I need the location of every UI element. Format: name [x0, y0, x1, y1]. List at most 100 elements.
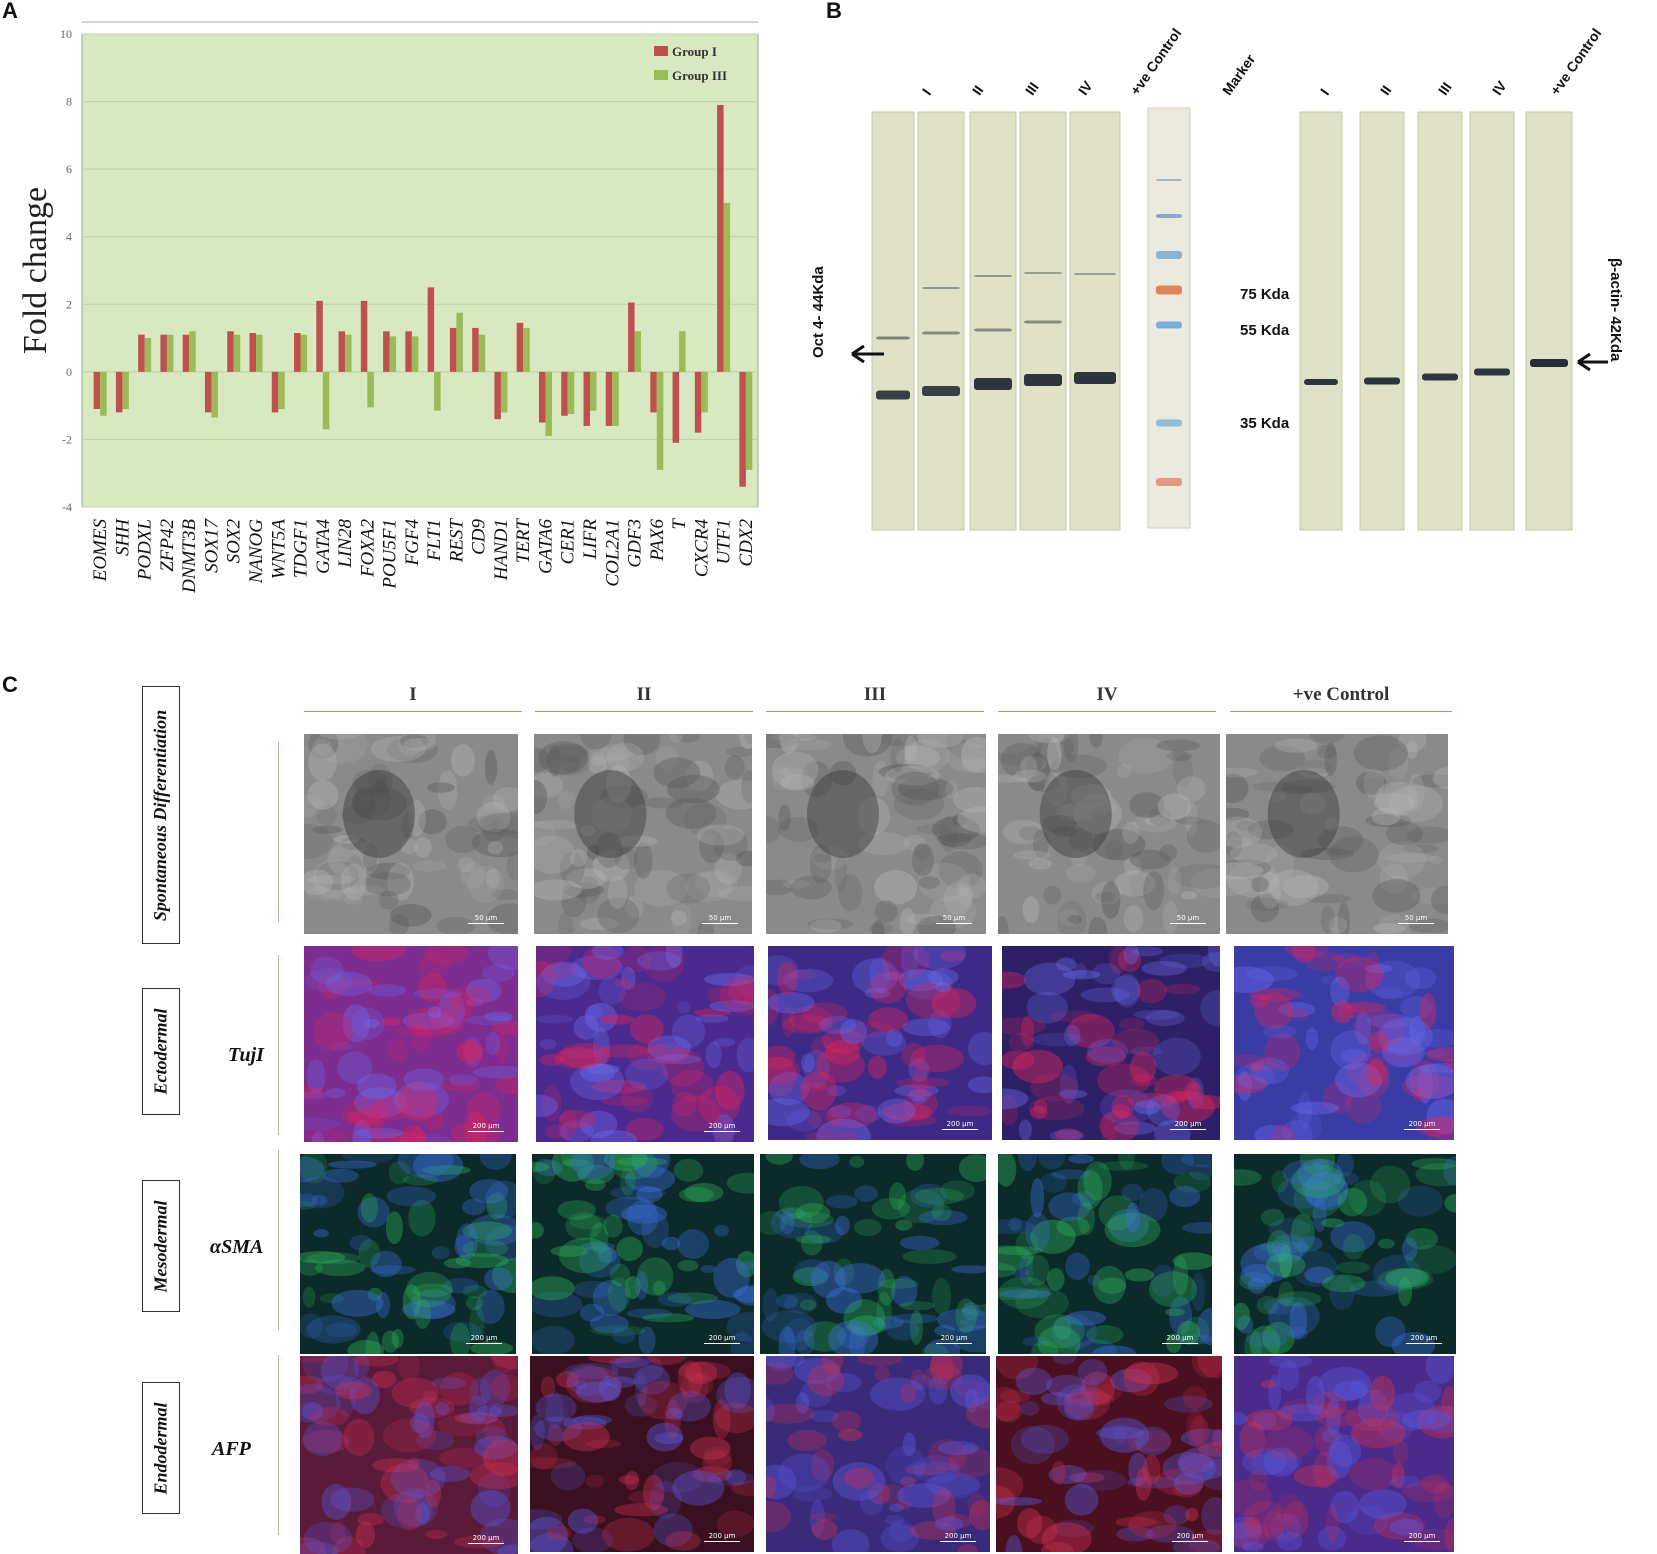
cell-blob [886, 1319, 920, 1341]
cell-blob [1150, 1264, 1177, 1297]
micrograph-background [1234, 1356, 1454, 1552]
cell-blob [800, 1082, 828, 1092]
cell-blob [372, 1458, 419, 1473]
cell-blob [826, 1102, 878, 1129]
cell-blob [539, 1054, 565, 1066]
cell-blob [579, 734, 612, 750]
cell-blob [469, 1377, 492, 1406]
cell-blob [760, 1211, 786, 1236]
cell-blob [1264, 1426, 1314, 1460]
cell-blob [904, 1464, 948, 1476]
cell-blob [715, 780, 752, 810]
cell-blob [893, 788, 945, 820]
x-tick-label: FGF4 [402, 519, 423, 567]
cell-blob [713, 828, 748, 862]
cell-blob [534, 747, 551, 773]
cell-blob [1107, 1208, 1150, 1243]
cell-blob [398, 1356, 420, 1382]
cell-blob [897, 1188, 945, 1224]
bar-CD9-1 [472, 327, 479, 372]
x-tick-label: PODXL [135, 519, 156, 581]
cell-blob [1169, 1185, 1201, 1207]
cell-blob [666, 873, 711, 904]
cell-blob [780, 774, 815, 791]
micrograph-background [996, 1356, 1222, 1552]
cell-blob [605, 1376, 636, 1388]
cell-blob [1412, 774, 1448, 788]
cell-blob [550, 743, 589, 763]
cell-blob [304, 869, 333, 896]
cell-blob [930, 1356, 963, 1379]
cell-blob [831, 1529, 870, 1552]
cell-blob [846, 1021, 894, 1039]
cell-blob [1359, 778, 1392, 793]
cell-blob [1406, 826, 1448, 844]
cell-blob [1245, 1060, 1277, 1071]
cell-blob [590, 1325, 646, 1337]
cell-blob [1111, 1094, 1135, 1119]
cell-blob [725, 746, 752, 758]
cell-blob [544, 746, 593, 776]
legend-swatch-1 [654, 46, 668, 56]
cell-blob [1015, 1231, 1039, 1260]
cell-blob [1330, 976, 1350, 1007]
cell-blob [877, 1098, 916, 1124]
cell-blob [364, 872, 411, 897]
marker-lane [1147, 107, 1191, 529]
cell-blob [1293, 1180, 1342, 1219]
cell-blob [590, 1130, 638, 1142]
cell-blob [1336, 1261, 1371, 1274]
cell-blob [581, 946, 622, 979]
cell-blob [1159, 844, 1178, 861]
cell-blob [386, 1186, 437, 1207]
cell-blob [566, 1366, 622, 1404]
cell-blob [456, 1039, 484, 1065]
cell-blob [909, 1521, 956, 1540]
cell-blob [1128, 1452, 1149, 1487]
cell-blob [935, 981, 951, 993]
scale-bar: 200 µm [468, 1534, 504, 1544]
cell-blob [1339, 1048, 1368, 1063]
cell-blob [885, 765, 941, 786]
cell-blob [1388, 785, 1443, 822]
cell-blob [465, 978, 502, 1003]
cell-blob [459, 1411, 497, 1425]
cell-blob [878, 1278, 919, 1289]
cell-blob [485, 749, 498, 785]
cell-blob [718, 886, 752, 902]
cell-blob [702, 1450, 733, 1475]
micrograph-2-5 [1234, 946, 1454, 1140]
cell-blob [557, 1200, 597, 1220]
bar-T-1 [672, 371, 680, 443]
cell-blob [1268, 1296, 1320, 1337]
cell-blob [768, 955, 799, 986]
cell-blob [474, 1435, 518, 1459]
cell-blob [422, 1110, 445, 1130]
x-tick-label: HAND1 [491, 519, 512, 581]
cell-blob [1299, 1154, 1336, 1177]
cell-blob [486, 1192, 508, 1220]
cell-blob [1025, 753, 1050, 792]
row-rule-1 [278, 742, 279, 922]
bar-COL2A1-1 [605, 371, 613, 426]
cell-blob [801, 1002, 848, 1025]
cell-blob [1153, 1074, 1200, 1102]
cell-blob [1428, 855, 1443, 864]
cell-blob [1129, 849, 1172, 870]
cell-blob [824, 1039, 861, 1065]
cell-blob [712, 1399, 731, 1440]
cell-blob [1145, 1524, 1195, 1543]
cell-blob [799, 1299, 817, 1311]
cell-blob [577, 1164, 615, 1185]
cell-blob [1355, 771, 1387, 796]
cell-blob [1363, 767, 1385, 799]
ladder-band-4 [1156, 285, 1182, 295]
cell-blob [1266, 1230, 1291, 1264]
cell-blob [1118, 738, 1173, 774]
cell-blob [545, 1124, 568, 1140]
cell-blob [1154, 1468, 1205, 1496]
cell-blob [1032, 829, 1049, 858]
cell-blob [599, 744, 635, 760]
cell-blob [569, 1214, 607, 1230]
